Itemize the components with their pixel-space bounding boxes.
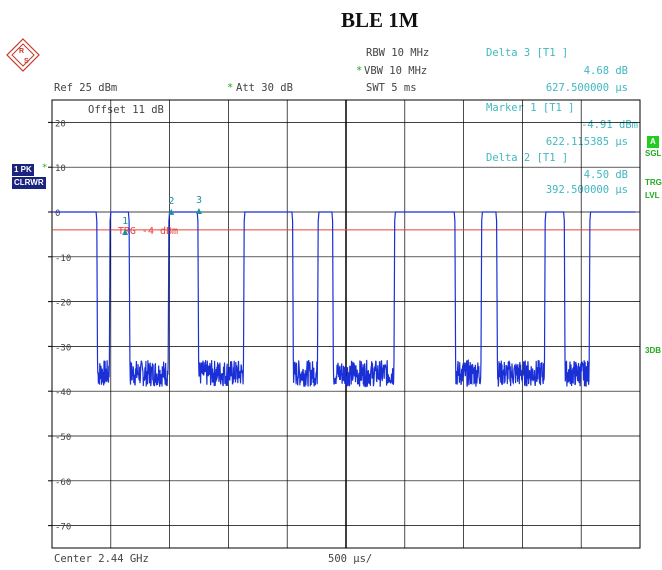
offset-setting: Offset 11 dB <box>88 104 164 116</box>
vbw-star: * <box>356 65 363 77</box>
marker-3-symbol <box>195 208 202 215</box>
y-tick-label: -10 <box>55 254 71 264</box>
delta3-time: 627.500000 µs <box>545 82 628 94</box>
marker-1-label: 1 <box>122 216 128 227</box>
y-tick-label: 10 <box>55 164 66 174</box>
y-tick-label: 20 <box>55 119 66 129</box>
marker-1-symbol <box>122 228 129 235</box>
center-frequency: Center 2.44 GHz <box>54 553 149 565</box>
att-star: * <box>227 82 234 94</box>
marker-2-symbol <box>168 208 175 215</box>
marker1-dbm: -4.91 dBm <box>581 119 638 131</box>
marker-3-label: 3 <box>196 195 202 206</box>
y-tick-label: -60 <box>55 478 71 488</box>
delta2-label: Delta 2 [T1 ] <box>486 152 569 164</box>
trg-badge: TRG <box>645 178 662 187</box>
time-per-division: 500 µs/ <box>328 553 373 565</box>
marker1-time: 622.115385 µs <box>545 136 628 148</box>
rohde-schwarz-logo: R S <box>6 38 40 72</box>
marker-2-label: 2 <box>168 196 174 207</box>
swt-setting: SWT 5 ms <box>366 82 417 94</box>
vbw-setting: VBW 10 MHz <box>364 65 428 77</box>
svg-text:R: R <box>19 48 24 55</box>
delta2-time: 392.500000 µs <box>545 184 628 196</box>
trace-badge: 1 PK <box>12 164 34 176</box>
trigger-level-label: TRG -4 dBm <box>118 226 178 237</box>
trace-star: * <box>42 163 48 173</box>
delta3-label: Delta 3 [T1 ] <box>486 47 569 59</box>
y-tick-label: -20 <box>55 299 71 309</box>
y-tick-label: -40 <box>55 388 71 398</box>
sgl-badge: SGL <box>645 149 662 158</box>
marker1-label: Marker 1 [T1 ] <box>486 102 575 114</box>
y-tick-label: -50 <box>55 433 71 443</box>
mode-badge: CLRWR <box>12 177 46 189</box>
attenuation: Att 30 dB <box>236 82 293 94</box>
svg-text:S: S <box>24 58 29 65</box>
a-badge: A <box>647 136 659 148</box>
y-tick-label: -70 <box>55 523 71 533</box>
rbw-setting: RBW 10 MHz <box>366 47 430 59</box>
chart-title: BLE 1M <box>341 8 419 32</box>
y-tick-label: 0 <box>55 209 60 219</box>
trace-line <box>52 211 636 388</box>
delta2-db: 4.50 dB <box>583 169 628 181</box>
y-tick-label: -30 <box>55 343 71 353</box>
ref-level: Ref 25 dBm <box>54 82 118 94</box>
3db-badge: 3DB <box>645 346 662 355</box>
lvl-badge: LVL <box>645 191 660 200</box>
delta3-db: 4.68 dB <box>583 65 628 77</box>
